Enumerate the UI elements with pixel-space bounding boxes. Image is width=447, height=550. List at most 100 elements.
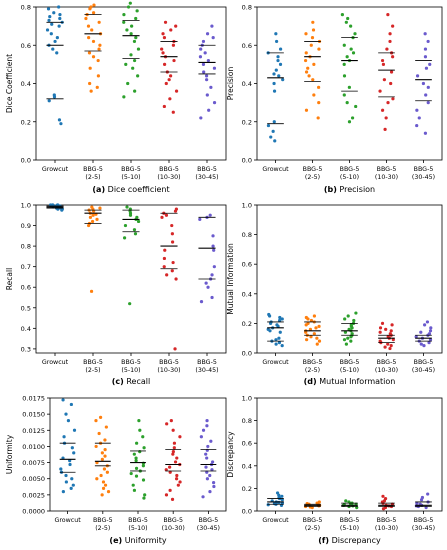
data-point: [138, 428, 142, 432]
data-point: [171, 260, 175, 265]
y-tick-label: 0.6: [242, 440, 252, 448]
data-point: [49, 32, 53, 36]
data-point: [88, 7, 92, 11]
data-point: [342, 74, 347, 78]
data-point: [172, 58, 176, 63]
data-point: [142, 446, 146, 450]
data-point: [97, 431, 101, 436]
data-point: [429, 326, 433, 330]
data-point: [106, 490, 111, 494]
data-point: [343, 317, 347, 321]
data-point: [209, 85, 213, 89]
data-point: [60, 208, 64, 212]
data-point: [390, 323, 394, 327]
y-axis-label: Uniformity: [5, 434, 14, 474]
x-tick-label: (2-5): [305, 525, 320, 532]
data-point: [136, 219, 141, 224]
data-point: [268, 321, 273, 325]
data-point: [275, 39, 279, 44]
data-point: [91, 39, 96, 44]
data-point: [94, 444, 98, 449]
data-point: [162, 36, 167, 40]
data-point: [168, 470, 172, 474]
data-point: [423, 131, 428, 135]
data-point: [205, 419, 209, 423]
data-point: [347, 120, 352, 124]
data-point: [86, 24, 91, 28]
x-tick-label: BBG-5: [159, 359, 179, 366]
data-point: [170, 232, 174, 236]
data-point: [57, 24, 61, 28]
data-point: [173, 347, 177, 351]
data-point: [125, 205, 129, 209]
data-point: [101, 480, 106, 484]
data-point: [199, 435, 203, 439]
x-tick-label: (5-10): [121, 367, 140, 374]
data-point: [423, 32, 427, 36]
data-point: [310, 36, 315, 40]
data-point: [386, 13, 390, 17]
data-point: [312, 93, 316, 97]
data-point: [160, 215, 164, 219]
x-tick-label: BBG-5: [163, 517, 183, 524]
data-point: [207, 108, 211, 112]
x-tick-label: (30-45): [412, 174, 435, 181]
x-tick-label: BBG-5: [377, 517, 397, 524]
panel-3: 0.3 0.4 0.5 0.6 0.7 0.8 0.9 1.0 Recall Growcut BBG…: [5, 202, 227, 386]
y-tick-label: 0.0: [242, 508, 252, 516]
data-point: [174, 24, 178, 28]
y-tick-label: 1.0: [242, 395, 252, 403]
data-point: [202, 70, 206, 74]
data-point: [205, 456, 209, 460]
data-point: [304, 70, 309, 74]
data-point: [204, 452, 208, 456]
data-point: [204, 74, 209, 78]
data-point: [212, 66, 217, 70]
x-tick-label: (2-5): [85, 174, 100, 181]
data-point: [273, 139, 277, 143]
x-tick-label: (10-30): [157, 367, 180, 374]
data-point: [100, 457, 104, 461]
data-point: [91, 55, 96, 59]
data-point: [415, 108, 419, 112]
data-point: [344, 342, 348, 346]
data-point: [174, 277, 178, 281]
y-tick-label: 0.2: [242, 320, 252, 328]
data-point: [161, 32, 165, 36]
data-point: [105, 470, 109, 474]
x-tick-label: (10-30): [375, 525, 398, 532]
data-point: [315, 342, 319, 346]
data-point: [125, 28, 129, 32]
data-point: [380, 58, 385, 63]
data-point: [203, 51, 207, 55]
data-point: [128, 302, 132, 306]
data-point: [384, 327, 388, 331]
data-point: [64, 473, 68, 478]
data-point: [386, 342, 390, 346]
data-point: [212, 480, 216, 485]
data-point: [134, 36, 138, 40]
data-point: [317, 339, 322, 343]
y-tick-label: 0.9: [21, 222, 31, 230]
data-point: [51, 47, 55, 51]
data-point: [349, 335, 353, 339]
data-point: [378, 326, 383, 330]
data-point: [199, 300, 204, 304]
x-tick-label: BBG-5: [128, 517, 148, 524]
data-point: [204, 465, 208, 469]
data-point: [312, 62, 316, 66]
data-point: [201, 495, 205, 499]
data-point: [348, 502, 353, 506]
data-point: [386, 101, 390, 105]
data-point: [71, 483, 75, 487]
data-point: [103, 438, 107, 442]
data-point: [143, 493, 147, 497]
data-point: [47, 18, 51, 22]
data-point: [70, 446, 74, 450]
data-point: [170, 223, 174, 228]
data-point: [95, 477, 99, 481]
data-point: [161, 51, 165, 55]
panel-caption: (a) Dice coefficient: [92, 185, 169, 194]
data-point: [89, 89, 93, 93]
data-point: [165, 422, 169, 426]
